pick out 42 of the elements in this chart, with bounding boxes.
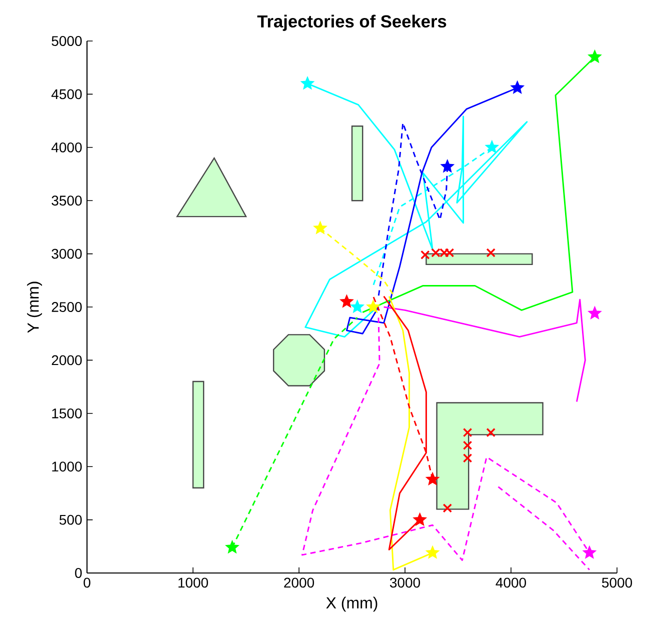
x-tick-label: 3000 bbox=[390, 578, 420, 588]
y-tick-label: 2000 bbox=[52, 355, 82, 366]
point bbox=[462, 428, 472, 438]
point bbox=[588, 307, 601, 319]
point bbox=[486, 141, 498, 153]
point bbox=[367, 300, 380, 312]
y-tick-label: 2500 bbox=[52, 302, 82, 312]
point bbox=[588, 50, 601, 62]
point bbox=[302, 77, 314, 89]
point bbox=[486, 428, 496, 438]
chart-title: Trajectories of Seekers bbox=[257, 14, 446, 31]
y-tick-label: 5000 bbox=[52, 36, 82, 46]
y-tick-label: 3500 bbox=[52, 196, 82, 206]
point bbox=[584, 546, 596, 558]
y-tick-label: 500 bbox=[59, 514, 82, 525]
y-tick-label: 1000 bbox=[52, 462, 82, 472]
x-tick-label: 4000 bbox=[496, 578, 526, 588]
x-tick-label: 0 bbox=[84, 578, 90, 588]
point bbox=[314, 222, 326, 234]
y-tick-label: 1500 bbox=[52, 408, 82, 418]
point bbox=[511, 82, 524, 93]
point bbox=[226, 541, 238, 553]
x-tick-label: 5000 bbox=[602, 578, 632, 588]
point bbox=[462, 440, 472, 450]
point bbox=[462, 453, 472, 463]
point bbox=[340, 295, 353, 307]
x-tick-label: 1000 bbox=[178, 578, 208, 588]
point bbox=[351, 300, 364, 312]
y-tick-label: 4500 bbox=[51, 89, 82, 100]
line-series bbox=[383, 298, 586, 402]
y-tick-label: 0 bbox=[75, 568, 82, 578]
y-tick-label: 4000 bbox=[51, 142, 82, 152]
point bbox=[486, 248, 496, 258]
point bbox=[442, 503, 452, 513]
x-tick-label: 2000 bbox=[284, 578, 314, 588]
point bbox=[441, 160, 454, 172]
y-tick-label: 3000 bbox=[52, 248, 82, 259]
y-axis-title: Y (mm) bbox=[27, 282, 42, 333]
point bbox=[426, 473, 439, 485]
x-axis-title: X (mm) bbox=[326, 596, 378, 612]
point bbox=[426, 546, 439, 558]
point bbox=[414, 514, 426, 525]
